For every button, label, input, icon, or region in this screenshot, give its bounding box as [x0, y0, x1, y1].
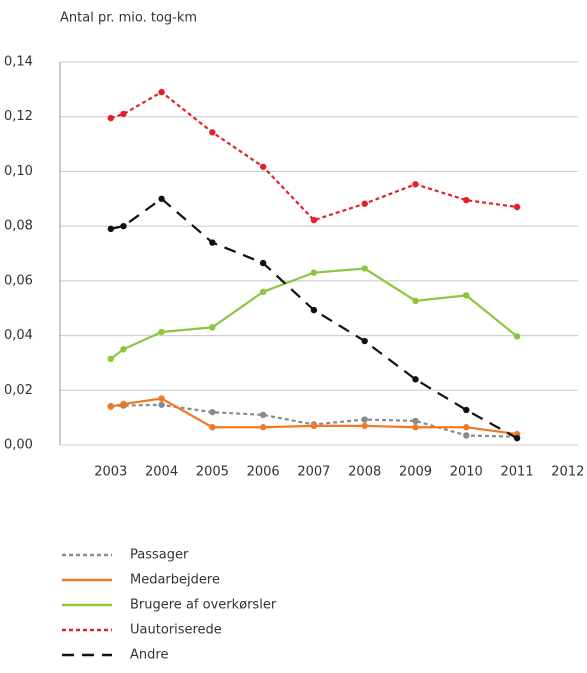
- data-point: [120, 400, 127, 408]
- data-point: [259, 411, 267, 419]
- y-tick-label: 0,08: [4, 219, 33, 234]
- data-point: [463, 292, 470, 299]
- data-point: [120, 110, 127, 118]
- data-point: [513, 203, 521, 211]
- data-point: [107, 114, 114, 122]
- series-line: [110, 267, 518, 360]
- data-point: [513, 434, 521, 442]
- data-point: [209, 424, 216, 431]
- data-point: [310, 306, 318, 314]
- data-point: [158, 328, 165, 336]
- y-tick-label: 0,04: [4, 328, 33, 343]
- data-point: [463, 406, 470, 414]
- data-point: [412, 424, 419, 431]
- data-point: [361, 422, 368, 430]
- data-point: [412, 181, 419, 188]
- x-tick-label: 2004: [145, 465, 178, 480]
- y-tick-label: 0,00: [4, 438, 33, 453]
- legend-label: Passager: [130, 548, 189, 563]
- data-point: [158, 401, 165, 408]
- series-line: [110, 403, 518, 438]
- x-tick-label: 2003: [94, 465, 127, 480]
- x-tick-label: 2010: [450, 465, 483, 480]
- data-point: [107, 225, 114, 233]
- data-point: [209, 129, 216, 136]
- data-point: [412, 376, 419, 383]
- y-tick-label: 0,10: [4, 164, 33, 179]
- data-point: [513, 333, 521, 340]
- data-point: [361, 416, 368, 423]
- data-point: [107, 403, 114, 410]
- data-point: [310, 269, 318, 276]
- legend-label: Uautoriserede: [130, 623, 222, 638]
- data-point: [259, 259, 267, 267]
- y-tick-label: 0,14: [4, 55, 33, 70]
- x-tick-label: 2011: [501, 465, 534, 480]
- x-tick-label: 2006: [247, 465, 280, 480]
- y-tick-label: 0,02: [4, 383, 33, 398]
- data-point: [310, 422, 318, 430]
- data-point: [463, 424, 470, 431]
- x-tick-label: 2005: [196, 465, 229, 480]
- x-tick-label: 2012: [551, 465, 584, 480]
- data-point: [412, 417, 419, 425]
- series-line: [110, 397, 518, 436]
- x-tick-label: 2009: [399, 465, 432, 480]
- data-point: [259, 288, 267, 295]
- legend-label: Andre: [130, 648, 168, 663]
- data-point: [120, 222, 127, 230]
- data-point: [209, 324, 216, 331]
- x-tick-label: 2008: [348, 465, 381, 480]
- data-point: [463, 432, 470, 439]
- data-point: [361, 337, 368, 345]
- legend-label: Medarbejdere: [130, 573, 220, 588]
- data-point: [158, 195, 165, 202]
- data-point: [412, 297, 419, 305]
- data-point: [107, 355, 114, 363]
- data-point: [310, 216, 318, 224]
- y-axis-title: Antal pr. mio. tog-km: [60, 11, 197, 26]
- data-point: [463, 196, 470, 204]
- data-point: [361, 200, 368, 207]
- data-point: [158, 395, 165, 402]
- data-point: [158, 88, 165, 96]
- data-point: [259, 424, 267, 431]
- data-point: [120, 346, 127, 353]
- data-point: [259, 163, 267, 170]
- series-line: [110, 90, 518, 222]
- legend-label: Brugere af overkørsler: [130, 598, 277, 613]
- y-tick-label: 0,12: [4, 109, 33, 124]
- x-tick-label: 2007: [297, 465, 330, 480]
- y-tick-label: 0,06: [4, 273, 33, 288]
- data-point: [209, 239, 216, 246]
- series-line: [110, 197, 518, 440]
- data-point: [361, 265, 368, 272]
- data-point: [209, 408, 216, 416]
